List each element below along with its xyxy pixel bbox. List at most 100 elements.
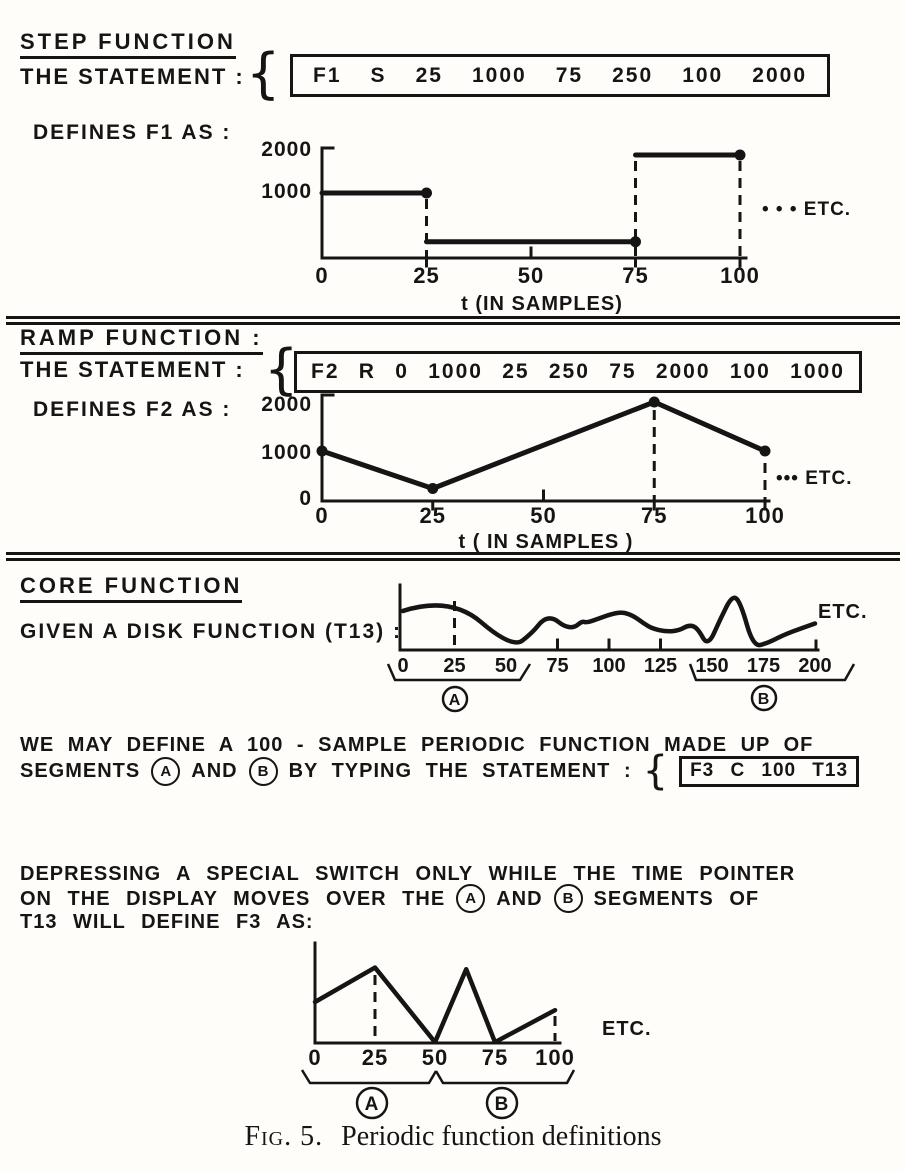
svg-text:2000: 2000 xyxy=(261,393,312,416)
statement-token: 75 xyxy=(555,63,584,87)
section-divider xyxy=(6,552,900,561)
circled-b-icon: B xyxy=(248,756,278,786)
statement-token: 100 xyxy=(729,360,771,383)
step-defines-label: DEFINES F1 AS : xyxy=(33,121,232,144)
circled-a-icon: A xyxy=(151,756,181,786)
svg-text:B: B xyxy=(495,1094,510,1115)
svg-text:0: 0 xyxy=(308,1045,321,1070)
statement-token: F3 xyxy=(690,760,715,781)
svg-text:50: 50 xyxy=(518,263,544,288)
core-function-chart: 0 25 50 75 100 ETC. A B xyxy=(300,941,652,1120)
disk-function-label: GIVEN A DISK FUNCTION (T13) : xyxy=(20,620,402,643)
paragraph1-line1: WE MAY DEFINE A 100 - SAMPLE PERIODIC FU… xyxy=(20,734,814,756)
core-section-title: CORE FUNCTION xyxy=(20,574,243,603)
svg-text:0: 0 xyxy=(299,487,312,510)
step-statement-box: F1 S 25 1000 75 250 100 2000 xyxy=(290,54,830,97)
svg-text:25: 25 xyxy=(413,263,439,288)
paragraph2-line2-post: SEGMENTS OF xyxy=(593,887,760,910)
svg-text:A: A xyxy=(365,1094,380,1115)
svg-text:100: 100 xyxy=(535,1045,575,1070)
svg-text:25: 25 xyxy=(420,503,446,528)
ramp-defines-label: DEFINES F2 AS : xyxy=(33,398,232,421)
statement-token: 250 xyxy=(548,360,590,383)
statement-token: 2000 xyxy=(752,63,807,87)
statement-token: 100 xyxy=(682,63,724,87)
svg-text:200: 200 xyxy=(798,655,831,677)
svg-text:75: 75 xyxy=(641,503,667,528)
statement-token: 100 xyxy=(761,760,797,781)
svg-text:100: 100 xyxy=(592,655,625,677)
svg-text:t ( IN SAMPLES ): t ( IN SAMPLES ) xyxy=(459,531,634,553)
statement-token: 2000 xyxy=(655,360,711,383)
svg-text:ETC.: ETC. xyxy=(602,1018,652,1040)
svg-text:2000: 2000 xyxy=(261,138,312,161)
svg-text:75: 75 xyxy=(482,1045,508,1070)
paragraph1-line2-mid: AND xyxy=(191,760,238,782)
svg-text:0: 0 xyxy=(315,263,328,288)
svg-text:50: 50 xyxy=(495,655,517,677)
paragraph1-line2-post: BY TYPING THE STATEMENT : xyxy=(288,760,632,782)
svg-text:B: B xyxy=(758,691,771,708)
svg-text:0: 0 xyxy=(315,503,328,528)
figure-caption: Fig. 5. Periodic function definitions xyxy=(10,1121,896,1153)
paragraph2-line2-pre: ON THE DISPLAY MOVES OVER THE xyxy=(20,887,446,910)
step-section-title: STEP FUNCTION xyxy=(20,30,236,59)
statement-token: 25 xyxy=(502,360,530,383)
svg-text:A: A xyxy=(449,692,462,709)
core-statement-box: F3 C 100 T13 xyxy=(679,755,860,787)
step-statement-label: THE STATEMENT : xyxy=(20,64,245,89)
svg-text:150: 150 xyxy=(695,655,728,677)
section-divider xyxy=(6,316,900,325)
paragraph1-line2-pre: SEGMENTS xyxy=(20,760,141,782)
statement-token: T13 xyxy=(812,760,849,781)
paragraph2-line2: ON THE DISPLAY MOVES OVER THE A AND B SE… xyxy=(20,884,759,913)
svg-text:75: 75 xyxy=(546,655,568,677)
svg-text:ETC.: ETC. xyxy=(818,601,868,623)
statement-token: F1 xyxy=(313,63,342,87)
paragraph2-line3: T13 WILL DEFINE F3 AS: xyxy=(20,911,314,933)
svg-text:75: 75 xyxy=(622,263,648,288)
svg-text:t (IN SAMPLES): t (IN SAMPLES) xyxy=(461,293,623,315)
step-function-chart: 0 25 50 75 100 1000 2000 t (IN SAMPLES) • • • ET… xyxy=(261,138,851,315)
statement-token: 25 xyxy=(415,63,443,87)
statement-token: F2 xyxy=(311,360,340,383)
svg-text:50: 50 xyxy=(530,503,556,528)
statement-token: R xyxy=(358,360,376,383)
statement-token: 1000 xyxy=(471,63,527,87)
statement-token: 0 xyxy=(395,360,409,383)
circled-a-icon: A xyxy=(456,884,486,913)
circled-b-icon: B xyxy=(553,884,583,913)
curly-brace-icon: { xyxy=(264,338,299,401)
statement-token: S xyxy=(370,63,387,87)
svg-text:100: 100 xyxy=(720,263,760,288)
ramp-section-title: RAMP FUNCTION : xyxy=(20,326,263,355)
svg-text:1000: 1000 xyxy=(261,180,312,203)
statement-token: 75 xyxy=(609,360,637,383)
ramp-statement-box: F2 R 0 1000 25 250 75 2000 100 1000 xyxy=(294,351,862,393)
svg-text:1000: 1000 xyxy=(261,441,312,464)
ramp-statement-label: THE STATEMENT : xyxy=(20,357,245,382)
curly-brace-icon: { xyxy=(642,748,669,794)
svg-text:100: 100 xyxy=(745,503,785,528)
svg-text:25: 25 xyxy=(362,1045,388,1070)
statement-token: 1000 xyxy=(790,360,845,383)
svg-text:25: 25 xyxy=(443,655,465,677)
disk-function-chart: 0 25 50 75 100 125 150 175 200 ETC. A B xyxy=(386,583,868,713)
svg-text:175: 175 xyxy=(747,655,780,677)
paragraph2-line1: DEPRESSING A SPECIAL SWITCH ONLY WHILE T… xyxy=(20,863,796,885)
statement-token: C xyxy=(730,760,746,781)
statement-token: 1000 xyxy=(428,360,483,383)
caption-text: Periodic function definitions xyxy=(341,1121,662,1152)
paragraph1-line2: SEGMENTS A AND B BY TYPING THE STATEMENT… xyxy=(20,748,860,794)
paragraph2-line2-mid: AND xyxy=(496,887,543,910)
svg-text:50: 50 xyxy=(422,1045,448,1070)
curly-brace-icon: { xyxy=(246,42,281,105)
svg-text:••• ETC.: ••• ETC. xyxy=(776,468,853,489)
statement-token: 250 xyxy=(612,63,654,87)
svg-text:125: 125 xyxy=(644,655,677,677)
svg-text:0: 0 xyxy=(397,655,408,677)
figure-number: Fig. 5. xyxy=(244,1121,324,1152)
svg-text:• • • ETC.: • • • ETC. xyxy=(762,199,851,220)
